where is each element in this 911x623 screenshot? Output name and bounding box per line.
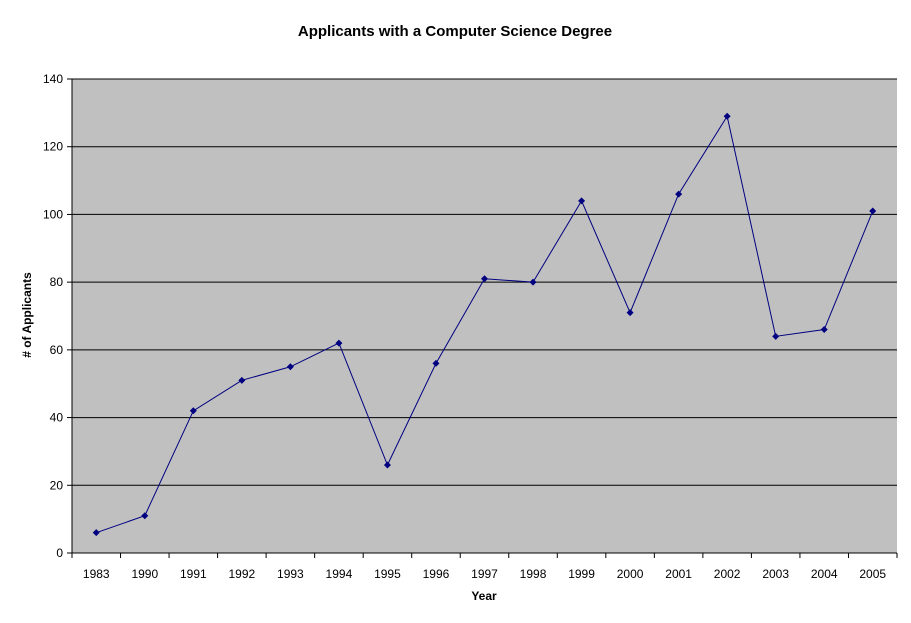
x-tick-label: 1992 <box>229 567 256 581</box>
x-axis-label: Year <box>471 589 497 603</box>
x-tick-label: 1995 <box>374 567 401 581</box>
data-point-marker <box>238 376 246 384</box>
data-point-marker <box>626 309 634 317</box>
x-tick-label: 1996 <box>423 567 450 581</box>
data-point-marker <box>432 359 440 367</box>
data-point-marker <box>869 207 877 215</box>
y-tick-label: 0 <box>56 546 63 560</box>
x-tick-label: 1991 <box>180 567 207 581</box>
x-tick-label: 2000 <box>617 567 644 581</box>
data-point-marker <box>481 275 488 283</box>
plot-area <box>72 79 897 553</box>
y-axis-label: # of Applicants <box>20 272 34 358</box>
axes <box>67 78 898 558</box>
data-point-marker <box>286 363 294 371</box>
y-tick-label: 20 <box>50 478 64 492</box>
x-tick-label: 1990 <box>131 567 158 581</box>
data-point-marker <box>772 332 780 340</box>
y-tick-label: 80 <box>50 275 64 289</box>
x-tick-label: 2005 <box>859 567 886 581</box>
data-point-marker <box>92 529 100 537</box>
x-tick-label: 2001 <box>665 567 692 581</box>
y-tick-labels: 0 20 40 60 80 100 120 140 <box>43 72 63 560</box>
data-point-marker <box>383 461 391 469</box>
x-tick-label: 1993 <box>277 567 304 581</box>
data-point-marker <box>723 112 731 120</box>
y-tick-label: 40 <box>50 411 64 425</box>
data-point-marker <box>529 278 537 286</box>
x-tick-label: 1983 <box>83 567 110 581</box>
x-tick-label: 1994 <box>326 567 353 581</box>
data-point-marker <box>141 512 149 520</box>
data-point-marker <box>675 190 683 198</box>
x-tick-labels: 1983 1990 1991 1992 1993 1994 1995 1996 1997 1998… <box>83 567 886 581</box>
x-tick-label: 2004 <box>811 567 838 581</box>
y-tick-label: 60 <box>50 343 64 357</box>
x-tick-label: 2002 <box>714 567 741 581</box>
y-tick-label: 100 <box>43 207 63 221</box>
x-tick-label: 1997 <box>471 567 498 581</box>
gridlines <box>72 78 897 486</box>
x-tick-label: 1998 <box>520 567 547 581</box>
data-point-marker <box>189 407 197 415</box>
x-tick-label: 2003 <box>762 567 789 581</box>
data-point-marker <box>335 339 343 347</box>
y-tick-label: 120 <box>43 140 63 154</box>
x-tick-label: 1999 <box>568 567 595 581</box>
data-point-marker <box>578 197 586 205</box>
chart-title: Applicants with a Computer Science Degre… <box>298 23 612 40</box>
y-tick-label: 140 <box>43 72 63 86</box>
data-series <box>92 112 877 537</box>
data-point-marker <box>820 326 828 334</box>
